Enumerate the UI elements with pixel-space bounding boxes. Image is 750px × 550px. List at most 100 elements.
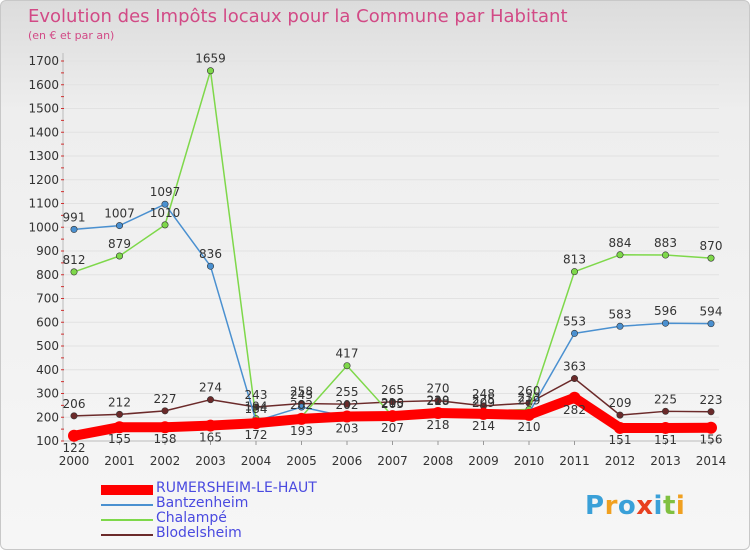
data-point bbox=[570, 375, 578, 383]
data-point bbox=[161, 221, 169, 229]
data-point bbox=[204, 419, 217, 432]
legend-label-blodelsheim: Blodelsheim bbox=[156, 525, 242, 541]
data-point bbox=[116, 410, 124, 418]
legend-item-bantzenheim[interactable]: Bantzenheim bbox=[101, 495, 401, 513]
logo-letter: x bbox=[636, 491, 654, 521]
data-label: 223 bbox=[700, 393, 723, 407]
data-point bbox=[661, 319, 669, 327]
data-label: 1010 bbox=[150, 206, 181, 220]
data-point bbox=[707, 254, 715, 262]
chart-title: Evolution des Impôts locaux pour la Comm… bbox=[28, 6, 568, 27]
data-label: 210 bbox=[381, 396, 404, 410]
data-label: 883 bbox=[654, 236, 677, 250]
data-label: 596 bbox=[654, 304, 677, 318]
data-label: 258 bbox=[290, 384, 313, 398]
data-label: 156 bbox=[700, 433, 723, 447]
x-tick-label: 2005 bbox=[286, 454, 317, 468]
data-label: 583 bbox=[609, 307, 632, 321]
data-point bbox=[570, 329, 578, 337]
data-label: 218 bbox=[427, 394, 450, 408]
legend-swatch-blodelsheim bbox=[101, 534, 153, 536]
legend-label-bantzenheim: Bantzenheim bbox=[156, 495, 249, 511]
legend-swatch-rumersheim bbox=[101, 485, 153, 495]
data-label: 260 bbox=[518, 384, 541, 398]
data-label: 553 bbox=[563, 314, 586, 328]
data-label: 879 bbox=[108, 237, 131, 251]
data-label: 203 bbox=[336, 422, 359, 436]
data-label: 594 bbox=[700, 305, 723, 319]
y-tick-label: 800 bbox=[36, 268, 59, 282]
legend-swatch-bantzenheim bbox=[101, 504, 153, 506]
data-point bbox=[116, 222, 124, 230]
data-label: 206 bbox=[63, 397, 86, 411]
legend: RUMERSHEIM-LE-HAUT Bantzenheim Chalampé … bbox=[101, 480, 401, 543]
y-tick-label: 1100 bbox=[28, 197, 59, 211]
data-point bbox=[343, 362, 351, 370]
data-label: 151 bbox=[654, 433, 677, 447]
data-point bbox=[70, 268, 78, 276]
data-label: 202 bbox=[290, 398, 313, 412]
data-point bbox=[707, 320, 715, 328]
data-point bbox=[661, 407, 669, 415]
data-label: 225 bbox=[472, 392, 495, 406]
data-point bbox=[161, 200, 169, 208]
data-label: 165 bbox=[199, 431, 222, 445]
y-tick-label: 1600 bbox=[28, 78, 59, 92]
y-tick-label: 100 bbox=[36, 434, 59, 448]
x-tick-label: 2001 bbox=[104, 454, 135, 468]
x-tick-label: 2003 bbox=[195, 454, 226, 468]
data-label: 194 bbox=[245, 400, 268, 414]
y-tick-label: 500 bbox=[36, 339, 59, 353]
data-point bbox=[661, 251, 669, 259]
data-label: 155 bbox=[108, 432, 131, 446]
data-label: 193 bbox=[290, 424, 313, 438]
data-label: 214 bbox=[472, 419, 495, 433]
data-label: 870 bbox=[700, 239, 723, 253]
data-label: 1097 bbox=[150, 185, 181, 199]
data-label: 218 bbox=[427, 418, 450, 432]
data-point bbox=[250, 417, 262, 430]
data-label: 265 bbox=[381, 383, 404, 397]
data-point bbox=[523, 408, 535, 421]
data-point bbox=[207, 396, 215, 404]
data-point bbox=[207, 67, 215, 75]
data-label: 417 bbox=[336, 347, 359, 361]
legend-item-rumersheim[interactable]: RUMERSHEIM-LE-HAUT bbox=[101, 480, 401, 498]
data-point bbox=[386, 410, 399, 423]
data-point bbox=[297, 403, 305, 411]
y-tick-labels: 100 200 300 400 500 600 700 800 900 1000 1100 1200 1… bbox=[28, 54, 59, 448]
data-point bbox=[113, 421, 126, 434]
legend-label-chalampe: Chalampé bbox=[156, 510, 227, 526]
x-tick-label: 2009 bbox=[468, 454, 499, 468]
data-label: 1007 bbox=[104, 207, 135, 221]
data-label: 209 bbox=[472, 396, 495, 410]
data-point bbox=[388, 398, 396, 406]
data-point bbox=[707, 408, 715, 416]
proxiti-logo: Proxiti bbox=[585, 491, 685, 521]
y-tick-label: 1000 bbox=[28, 220, 59, 234]
axes bbox=[61, 53, 719, 445]
data-label: 884 bbox=[609, 236, 632, 250]
legend-item-chalampe[interactable]: Chalampé bbox=[101, 510, 401, 528]
data-label: 255 bbox=[336, 385, 359, 399]
data-point bbox=[68, 429, 80, 442]
data-point bbox=[705, 421, 717, 434]
data-point bbox=[616, 251, 624, 259]
data-label: 270 bbox=[427, 382, 450, 396]
logo-letter: i bbox=[675, 491, 686, 521]
data-label: 812 bbox=[63, 253, 86, 267]
data-point bbox=[570, 268, 578, 276]
data-label: 243 bbox=[245, 388, 268, 402]
data-point bbox=[341, 410, 353, 423]
y-tick-label: 400 bbox=[36, 363, 59, 377]
x-tick-label: 2012 bbox=[605, 454, 636, 468]
legend-item-blodelsheim[interactable]: Blodelsheim bbox=[101, 525, 401, 543]
x-tick-label: 2010 bbox=[514, 454, 545, 468]
data-point bbox=[616, 322, 624, 330]
data-point bbox=[434, 397, 442, 405]
data-point bbox=[159, 421, 171, 434]
x-tick-label: 2006 bbox=[332, 454, 363, 468]
data-label: 274 bbox=[199, 381, 222, 395]
x-tick-label: 2007 bbox=[377, 454, 408, 468]
